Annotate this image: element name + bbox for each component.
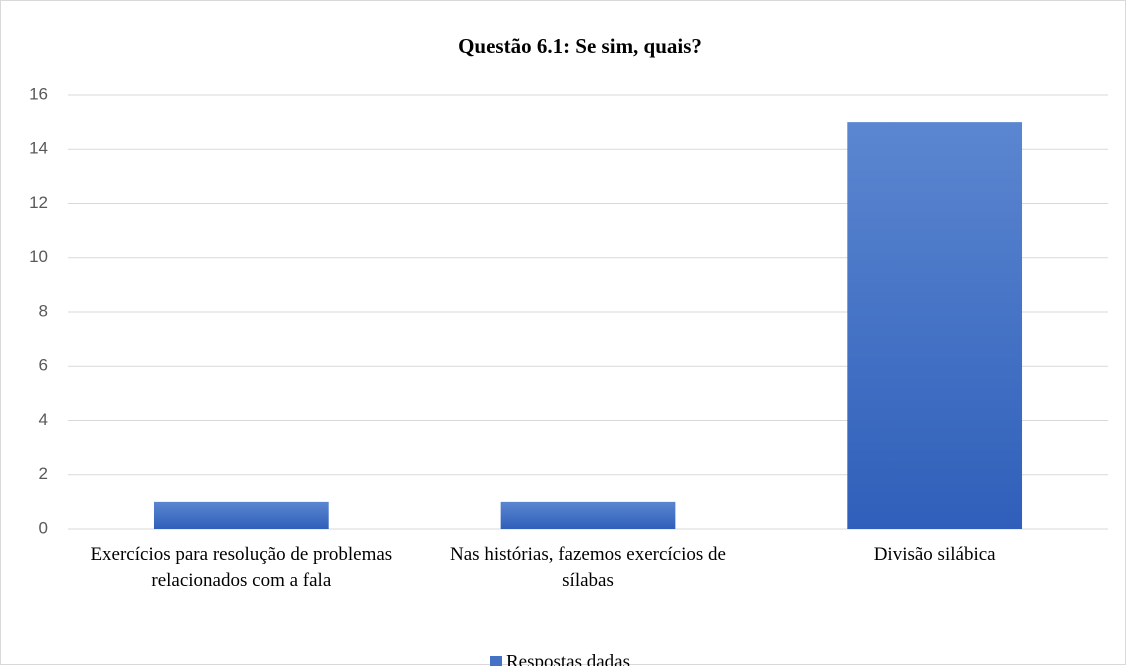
y-tick-label: 0 <box>39 518 48 537</box>
bar <box>847 122 1023 529</box>
x-tick-label: Divisão silábica <box>873 544 996 565</box>
legend-label: Respostas dadas <box>506 651 630 666</box>
y-tick-label: 12 <box>29 193 48 212</box>
y-tick-label: 10 <box>29 247 48 266</box>
y-tick-label: 16 <box>29 84 48 103</box>
x-tick-label: Exercícios para resolução de problemas r… <box>90 544 393 591</box>
x-tick-label: Nas histórias, fazemos exercícios de síl… <box>450 544 726 591</box>
y-tick-label: 6 <box>39 356 48 375</box>
legend-swatch <box>490 656 502 666</box>
y-tick-label: 8 <box>39 301 48 320</box>
chart-title: Questão 6.1: Se sim, quais? <box>458 34 702 58</box>
bar <box>500 501 676 529</box>
y-tick-label: 14 <box>29 139 48 158</box>
y-tick-label: 4 <box>39 410 48 429</box>
y-tick-label: 2 <box>39 464 48 483</box>
bar <box>153 501 329 529</box>
